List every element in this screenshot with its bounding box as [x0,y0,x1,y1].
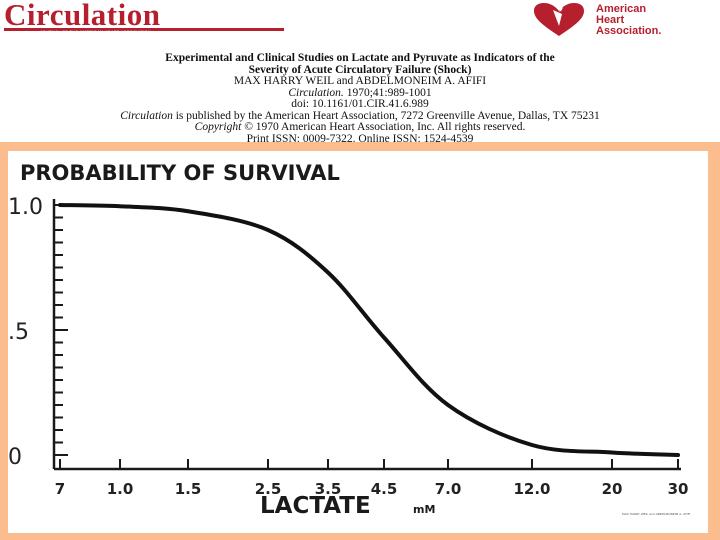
article-title-line-2: Severity of Acute Circulatory Failure (S… [248,63,472,76]
publisher-line: Circulation is published by the American… [0,109,720,123]
article-authors: MAX HARRY WEIL and ABDELMONEIM A. AFIFI [233,75,487,87]
x-tick-label: 1.0 [107,480,134,498]
x-tick-label: 2.5 [255,480,282,498]
aha-line-2: Heart [596,14,625,26]
aha-line-1: American [596,3,647,15]
journal-tagline: JOURNAL OF THE AMERICAN HEART ASSOCIATIO… [40,29,151,34]
chart-footnote: MAX HARRY WEIL and ABDELMONEIM A. AFIFI [622,512,690,516]
x-axis-label: LACTATE [260,493,371,519]
issn-line: Print ISSN: 0009-7322. Online ISSN: 1524… [246,132,474,145]
citation-line: Circulation. 1970;41:989-1001 [0,86,720,100]
journal-logo-rule [4,28,284,31]
chart-title: PROBABILITY OF SURVIVAL [20,161,340,185]
aha-wordmark: American Heart Association. [596,4,661,37]
x-tick-label: 7.0 [435,480,462,498]
x-tick-label: 20 [602,480,623,498]
x-tick-label: 12.0 [513,480,550,498]
journal-italic: Circulation. [288,86,344,99]
copyright-italic: Copyright © [194,121,253,133]
x-tick-label: 1.5 [175,480,202,498]
survival-curve [58,203,680,457]
y-tick-labels: 1.0 .5 0 [8,195,43,470]
journal-logo: Circulation [4,0,161,32]
article-title-line-1: Experimental and Clinical Studies on Lac… [165,52,555,64]
y-tick-label: .5 [8,320,29,345]
heart-torch-icon [534,3,584,36]
y-tick-label: 0 [8,445,22,470]
x-tick-label: 3.5 [315,480,342,498]
x-tick-label: 4.5 [371,480,398,498]
chart-axes [52,199,681,471]
x-tick-labels: 7 1.0 1.5 2.5 3.5 4.5 7.0 12.0 20 30 [55,480,689,498]
y-ticks [54,204,68,456]
y-tick-label: 1.0 [8,195,43,220]
doi: doi: 10.1161/01.CIR.41.6.989 [291,98,429,110]
aha-logo: American Heart Association. [526,2,716,42]
publisher-text: is published by the American Heart Assoc… [175,109,600,122]
copyright-text: 1970 American Heart Association, Inc. Al… [255,121,526,133]
x-tick-label: 7 [55,480,65,498]
chart-svg: PROBABILITY OF SURVIVAL 1.0 .5 0 7 1.0 1.5 2.… [8,161,690,519]
article-citation: Experimental and Clinical Studies on Lac… [0,52,720,145]
publisher-italic: Circulation [120,109,173,122]
x-ticks [59,459,679,469]
x-axis-unit: mM [413,503,435,516]
citation-info: 1970;41:989-1001 [346,86,432,99]
citation-header: Circulation JOURNAL OF THE AMERICAN HEAR… [0,0,720,145]
x-tick-label: 30 [668,480,689,498]
survival-chart: PROBABILITY OF SURVIVAL 1.0 .5 0 7 1.0 1.5 2.… [8,151,708,533]
aha-line-3: Association. [596,25,662,37]
copyright-line: Copyright © 1970 American Heart Associat… [0,121,720,134]
